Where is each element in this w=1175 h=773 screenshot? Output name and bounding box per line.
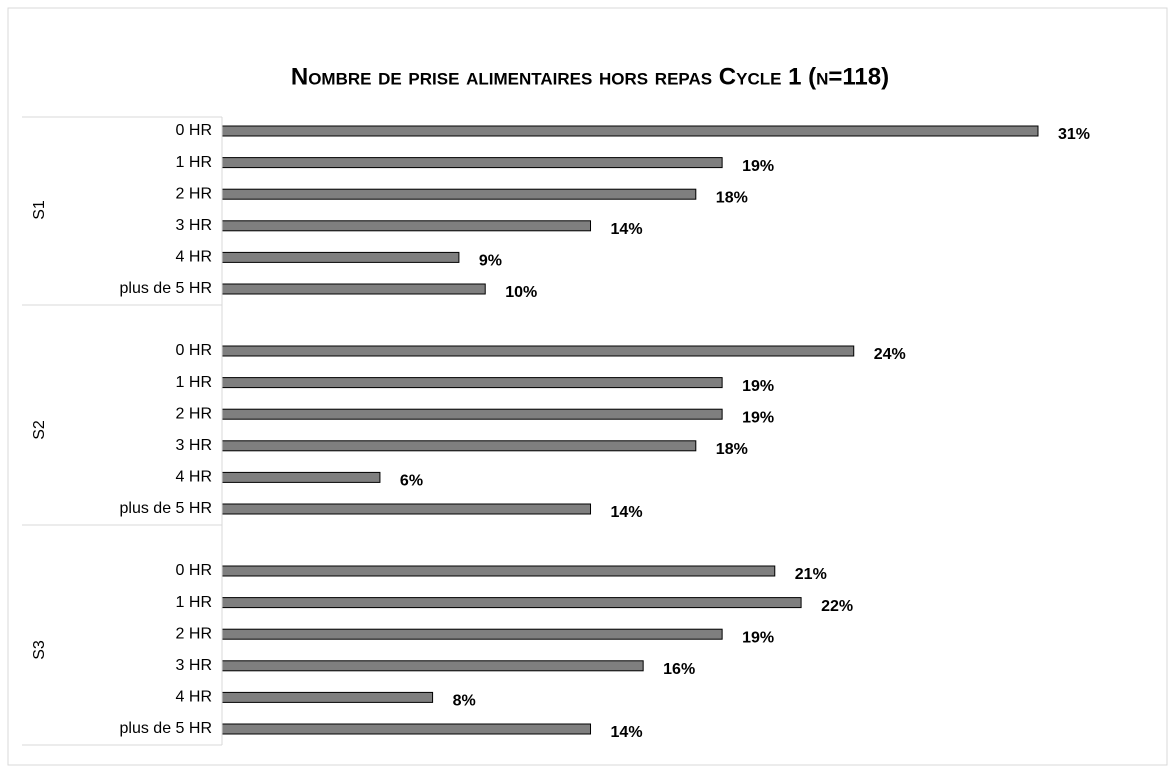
bar xyxy=(221,220,592,232)
value-label: 14% xyxy=(611,724,643,741)
bar xyxy=(221,251,460,263)
category-label: 4 HR xyxy=(176,689,212,706)
bar xyxy=(221,597,802,609)
value-label: 8% xyxy=(453,693,476,710)
value-label: 21% xyxy=(795,566,827,583)
value-label: 6% xyxy=(400,473,423,490)
bar xyxy=(221,628,723,640)
value-label: 18% xyxy=(716,189,748,206)
bar xyxy=(221,188,697,200)
value-label: 31% xyxy=(1058,126,1090,143)
category-label: plus de 5 HR xyxy=(120,720,213,737)
bar xyxy=(221,440,697,452)
group-label: S3 xyxy=(31,640,48,660)
chart-title: Nombre de prise alimentaires hors repas … xyxy=(291,63,889,90)
category-label: plus de 5 HR xyxy=(120,280,213,297)
category-label: 1 HR xyxy=(176,154,212,171)
value-label: 14% xyxy=(611,221,643,238)
value-label: 19% xyxy=(742,409,774,426)
bar xyxy=(221,377,723,389)
category-label: 3 HR xyxy=(176,217,212,234)
bar xyxy=(221,125,1039,137)
category-label: 4 HR xyxy=(176,249,212,266)
value-label: 19% xyxy=(742,629,774,646)
value-label: 19% xyxy=(742,378,774,395)
bar xyxy=(221,565,776,577)
bar xyxy=(221,723,592,735)
category-label: 3 HR xyxy=(176,657,212,674)
value-label: 16% xyxy=(663,661,695,678)
bar xyxy=(221,691,434,703)
value-label: 14% xyxy=(611,504,643,521)
bar xyxy=(221,157,723,169)
category-label: 0 HR xyxy=(176,342,212,359)
bar xyxy=(221,345,855,357)
bar xyxy=(221,283,486,295)
bar xyxy=(221,660,644,672)
category-label: 0 HR xyxy=(176,562,212,579)
value-label: 10% xyxy=(505,284,537,301)
category-label: 3 HR xyxy=(176,437,212,454)
category-label: 4 HR xyxy=(176,469,212,486)
category-label: 2 HR xyxy=(176,185,212,202)
category-label: 2 HR xyxy=(176,405,212,422)
value-label: 24% xyxy=(874,346,906,363)
category-label: 1 HR xyxy=(176,374,212,391)
value-label: 19% xyxy=(742,158,774,175)
category-label: 1 HR xyxy=(176,594,212,611)
value-label: 22% xyxy=(821,598,853,615)
value-label: 18% xyxy=(716,441,748,458)
bar xyxy=(221,471,381,483)
bar xyxy=(221,503,592,515)
value-label: 9% xyxy=(479,253,502,270)
category-label: 2 HR xyxy=(176,625,212,642)
category-label: plus de 5 HR xyxy=(120,500,213,517)
category-label: 0 HR xyxy=(176,122,212,139)
bar xyxy=(221,408,723,420)
group-label: S1 xyxy=(31,200,48,220)
group-label: S2 xyxy=(31,420,48,440)
